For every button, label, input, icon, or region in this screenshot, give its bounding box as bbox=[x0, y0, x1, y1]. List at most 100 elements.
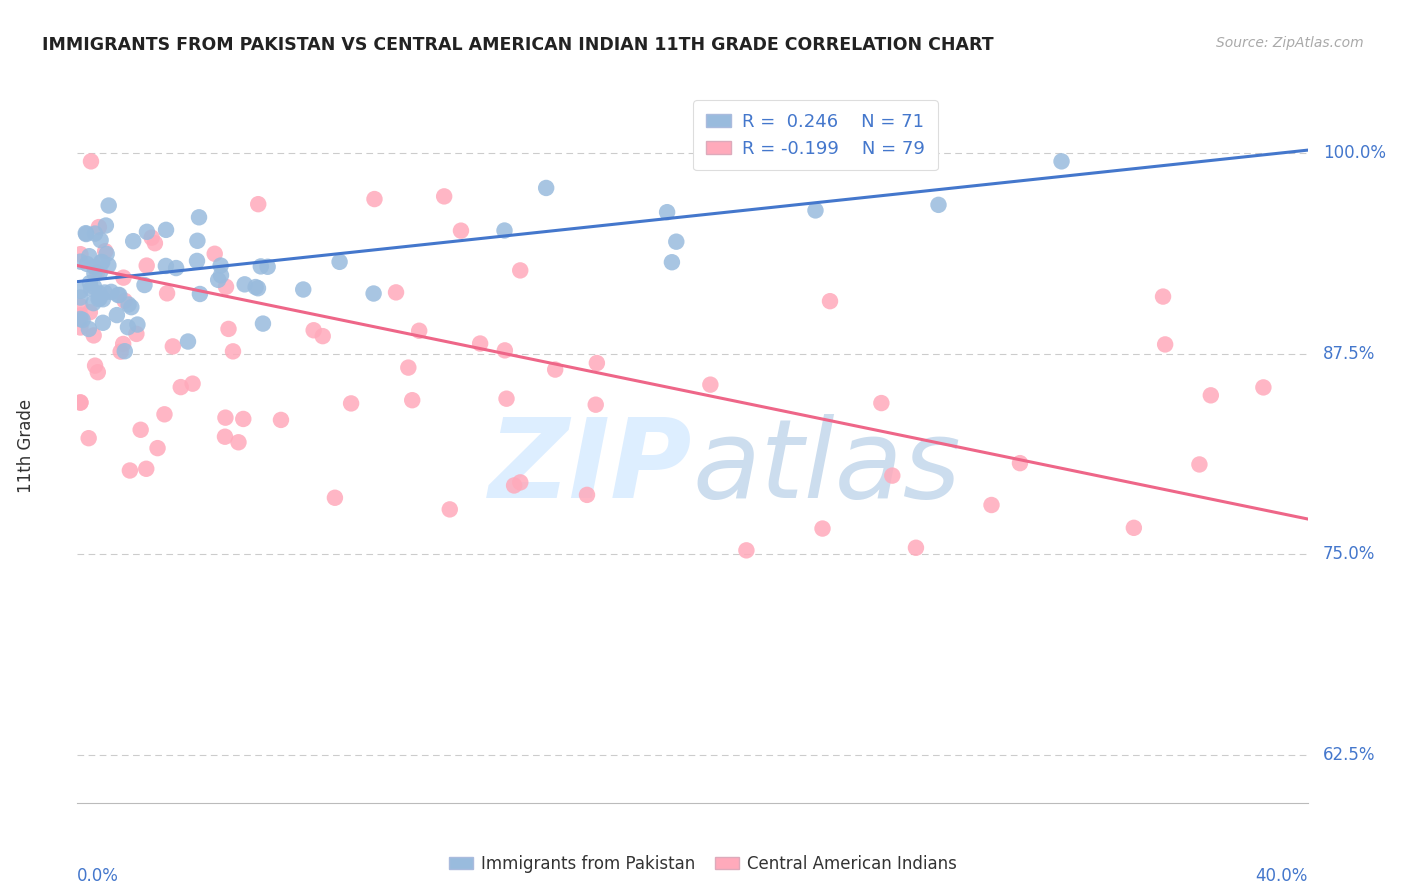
Point bbox=[207, 273, 229, 287]
Text: atlas: atlas bbox=[693, 414, 962, 521]
Point bbox=[323, 491, 346, 505]
Point bbox=[69, 320, 91, 334]
Text: 0.0%: 0.0% bbox=[77, 867, 120, 885]
Point bbox=[1050, 154, 1073, 169]
Point bbox=[385, 285, 408, 300]
Point bbox=[75, 226, 97, 240]
Point bbox=[329, 255, 352, 269]
Point bbox=[433, 189, 456, 203]
Point bbox=[340, 396, 363, 410]
Point bbox=[1154, 337, 1177, 351]
Point bbox=[136, 225, 159, 239]
Point bbox=[494, 223, 516, 237]
Point bbox=[534, 181, 557, 195]
Legend: R =  0.246    N = 71, R = -0.199    N = 79: R = 0.246 N = 71, R = -0.199 N = 79 bbox=[693, 100, 938, 170]
Point bbox=[114, 293, 136, 308]
Point bbox=[69, 284, 91, 298]
Point bbox=[1188, 458, 1211, 472]
Point bbox=[69, 395, 91, 409]
Point bbox=[135, 462, 157, 476]
Point bbox=[93, 285, 115, 300]
Point bbox=[69, 247, 91, 261]
Point bbox=[209, 268, 232, 283]
Point bbox=[97, 258, 120, 272]
Text: 87.5%: 87.5% bbox=[1323, 345, 1375, 363]
Point bbox=[69, 312, 91, 326]
Legend: Immigrants from Pakistan, Central American Indians: Immigrants from Pakistan, Central Americ… bbox=[443, 848, 963, 880]
Point bbox=[69, 291, 91, 305]
Point bbox=[87, 365, 110, 379]
Point bbox=[83, 260, 105, 274]
Point bbox=[811, 522, 834, 536]
Point bbox=[76, 257, 98, 271]
Point bbox=[162, 339, 184, 353]
Point bbox=[655, 205, 678, 219]
Point bbox=[94, 219, 117, 233]
Point bbox=[1008, 456, 1031, 470]
Point bbox=[270, 413, 292, 427]
Point bbox=[218, 322, 240, 336]
Point bbox=[77, 431, 100, 445]
Point bbox=[228, 435, 250, 450]
Text: 75.0%: 75.0% bbox=[1323, 545, 1375, 563]
Point bbox=[80, 282, 103, 296]
Point bbox=[143, 236, 166, 251]
Text: IMMIGRANTS FROM PAKISTAN VS CENTRAL AMERICAN INDIAN 11TH GRADE CORRELATION CHART: IMMIGRANTS FROM PAKISTAN VS CENTRAL AMER… bbox=[42, 36, 994, 54]
Point bbox=[83, 328, 105, 343]
Point bbox=[112, 337, 135, 351]
Text: Source: ZipAtlas.com: Source: ZipAtlas.com bbox=[1216, 36, 1364, 50]
Point bbox=[134, 278, 156, 293]
Point bbox=[107, 288, 129, 302]
Point bbox=[84, 227, 107, 241]
Point bbox=[188, 211, 211, 225]
Point bbox=[114, 344, 136, 359]
Point bbox=[1253, 380, 1275, 394]
Point bbox=[170, 380, 193, 394]
Point bbox=[91, 292, 114, 306]
Point bbox=[90, 233, 112, 247]
Point bbox=[118, 463, 141, 477]
Point bbox=[214, 430, 236, 444]
Point bbox=[585, 398, 607, 412]
Point bbox=[1152, 289, 1174, 303]
Point bbox=[215, 280, 238, 294]
Point bbox=[363, 286, 385, 301]
Point bbox=[89, 265, 111, 279]
Point bbox=[186, 234, 208, 248]
Point bbox=[204, 246, 226, 260]
Point bbox=[165, 261, 187, 276]
Point bbox=[120, 300, 142, 314]
Text: 40.0%: 40.0% bbox=[1256, 867, 1308, 885]
Point bbox=[69, 299, 91, 313]
Point bbox=[980, 498, 1002, 512]
Point bbox=[75, 227, 97, 241]
Point bbox=[91, 255, 114, 269]
Point bbox=[468, 336, 491, 351]
Point bbox=[69, 308, 91, 322]
Point bbox=[77, 322, 100, 336]
Point bbox=[245, 280, 267, 294]
Point bbox=[735, 543, 758, 558]
Point bbox=[818, 294, 841, 309]
Point bbox=[89, 286, 111, 301]
Point bbox=[882, 468, 904, 483]
Point bbox=[250, 260, 273, 274]
Point bbox=[87, 220, 110, 235]
Point bbox=[91, 316, 114, 330]
Point bbox=[233, 277, 256, 292]
Text: 62.5%: 62.5% bbox=[1323, 746, 1375, 764]
Point bbox=[494, 343, 516, 358]
Point bbox=[156, 286, 179, 301]
Point bbox=[302, 323, 325, 337]
Point bbox=[544, 362, 567, 376]
Point bbox=[495, 392, 517, 406]
Point bbox=[153, 407, 176, 421]
Point bbox=[86, 265, 108, 279]
Point bbox=[89, 291, 111, 305]
Point bbox=[181, 376, 204, 391]
Point bbox=[401, 393, 423, 408]
Point bbox=[97, 198, 120, 212]
Point bbox=[83, 280, 105, 294]
Point bbox=[363, 192, 385, 206]
Point bbox=[247, 197, 270, 211]
